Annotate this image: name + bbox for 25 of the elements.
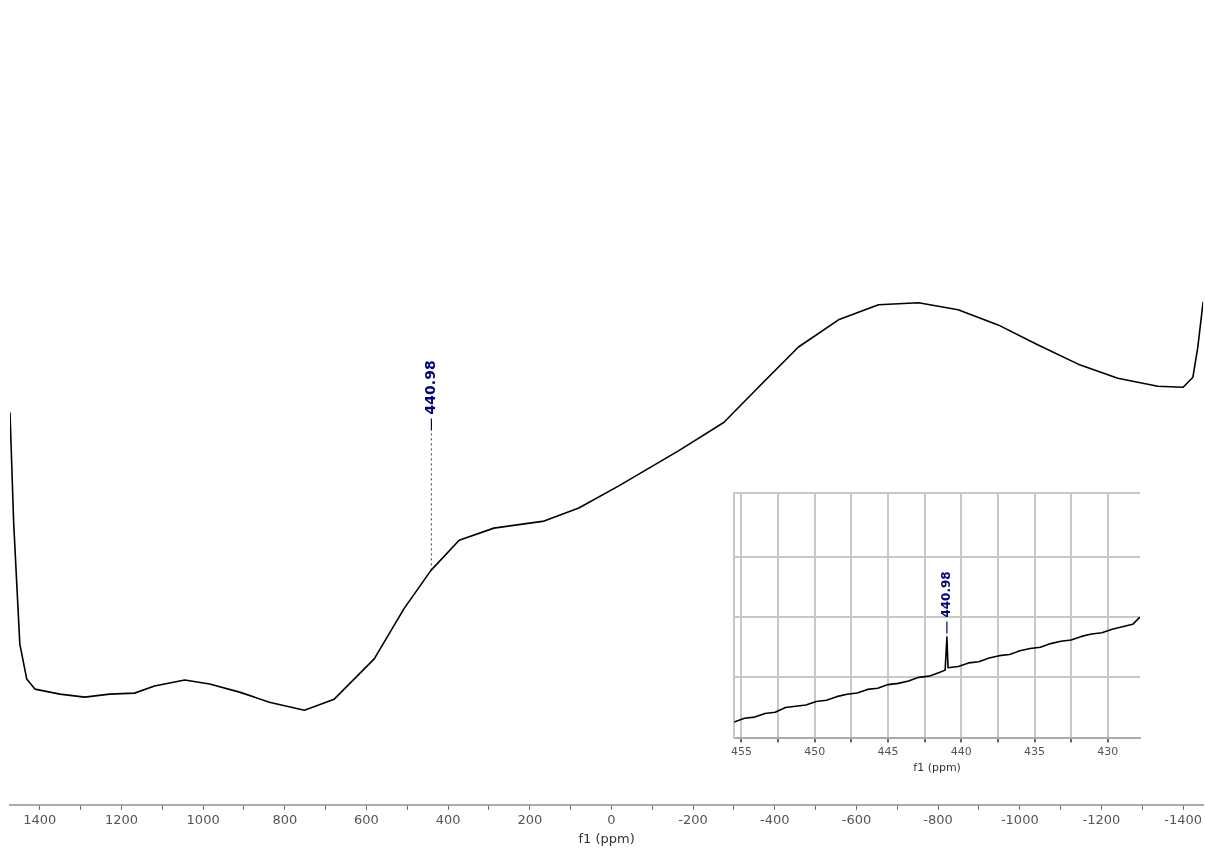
x-tick-label: 455 bbox=[731, 745, 752, 759]
x-tick-label: -400 bbox=[760, 811, 790, 827]
annotation: 440.98 bbox=[939, 571, 954, 618]
annotation: 440.98 bbox=[422, 360, 439, 415]
x-tick-label: 1400 bbox=[23, 811, 57, 827]
x-tick-label: 200 bbox=[517, 811, 543, 827]
x-tick-label: -200 bbox=[678, 811, 708, 827]
x-tick-label: -600 bbox=[841, 811, 872, 827]
x-tick-label: 450 bbox=[804, 745, 826, 759]
x-axis-title: f1 (ppm) bbox=[578, 830, 635, 846]
x-tick-label: -1400 bbox=[1164, 811, 1202, 827]
x-tick-label: -1200 bbox=[1082, 811, 1121, 827]
x-tick-label: -800 bbox=[923, 811, 953, 827]
x-tick-label: 1200 bbox=[104, 811, 139, 827]
x-tick-label: 1000 bbox=[186, 811, 220, 827]
x-tick-label: -1000 bbox=[1000, 811, 1039, 827]
x-tick-label: 400 bbox=[435, 811, 461, 827]
x-tick-label: 445 bbox=[877, 745, 899, 759]
x-tick-label: 600 bbox=[354, 811, 379, 827]
x-tick-label: 0 bbox=[607, 811, 616, 827]
x-tick-label: 440 bbox=[950, 745, 972, 759]
x-tick-label: 435 bbox=[1024, 745, 1046, 759]
x-axis-title: f1 (ppm) bbox=[913, 761, 961, 775]
x-tick-label: 800 bbox=[272, 811, 298, 827]
x-tick-label: 430 bbox=[1097, 745, 1119, 759]
